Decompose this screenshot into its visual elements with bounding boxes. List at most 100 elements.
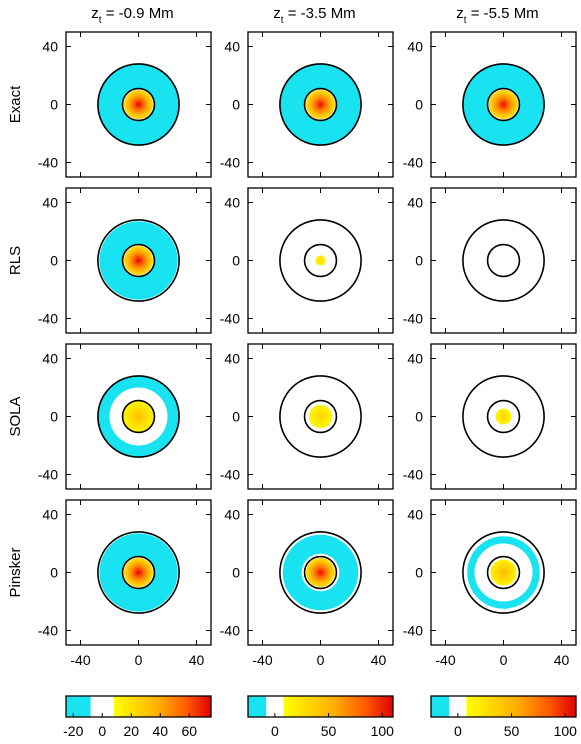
x-tick-label: 0 (500, 652, 508, 668)
panel-exact-1: 40 0 -40 (38, 31, 212, 178)
core-level-6 (318, 570, 323, 575)
y-tick-label: 40 (407, 507, 423, 523)
y-tick-label: 40 (42, 39, 58, 55)
core-level-6 (135, 413, 142, 420)
contour-1 (303, 243, 338, 278)
x-tick-label: -40 (435, 652, 455, 668)
panel-sola-2: 40 0 -40 (220, 343, 394, 490)
contour-2 (279, 375, 362, 458)
colorbar-1: -20 0 20 40 60 (63, 695, 212, 739)
y-tick-label: 40 (407, 195, 423, 211)
core-level-6 (501, 570, 506, 575)
y-tick-label: 40 (224, 351, 240, 367)
colorbar-zero (266, 696, 284, 717)
y-tick-label: -40 (38, 623, 58, 639)
row-label-rls: RLS (7, 246, 24, 275)
colorbar-tick-label: 60 (181, 723, 197, 739)
contour-2 (279, 63, 362, 146)
contour-1 (486, 243, 521, 278)
y-tick-label: 40 (407, 39, 423, 55)
y-tick-label: -40 (220, 155, 240, 171)
x-tick-label: 40 (371, 652, 387, 668)
colorbar-zero (90, 696, 114, 717)
contour-2 (279, 219, 362, 302)
y-tick-label: 40 (42, 507, 58, 523)
column-title-var: z (456, 5, 464, 22)
core-level-6 (502, 415, 505, 418)
panel-rls-1: 40 0 -40 (38, 187, 212, 334)
y-tick-label: 0 (232, 565, 240, 581)
column-title-sub: t (281, 15, 284, 26)
core-level-6 (136, 102, 141, 107)
colorbar-tick-label: 100 (371, 723, 395, 739)
contour-1 (303, 555, 338, 590)
column-title-1: zt = -0.9 Mm (91, 5, 173, 26)
y-tick-label: -40 (403, 467, 423, 483)
core-level-6 (319, 259, 322, 262)
y-tick-label: -40 (403, 155, 423, 171)
core-level-6 (136, 570, 141, 575)
y-tick-label: 0 (415, 253, 423, 269)
colorbar-tick-label: 40 (152, 723, 168, 739)
column-title-var: z (91, 5, 99, 22)
colorbar-tick-label: 0 (271, 723, 279, 739)
colorbar-negative (431, 696, 450, 717)
y-tick-label: -40 (220, 623, 240, 639)
contour-2 (462, 63, 545, 146)
colorbar-negative (66, 696, 91, 717)
y-tick-label: 0 (232, 97, 240, 113)
contour-1 (121, 399, 156, 434)
row-label-pinsker: Pinsker (7, 547, 24, 597)
y-tick-label: 40 (224, 39, 240, 55)
colorbar-tick-label: 20 (123, 723, 139, 739)
contour-2 (462, 219, 545, 302)
panel-pinsker-3: 40 0 -40 -40 0 40 (403, 499, 577, 668)
colorbar-frame (247, 695, 394, 718)
panel-pinsker-1: 40 0 -40 -40 0 40 (38, 499, 212, 668)
y-tick-label: -40 (38, 467, 58, 483)
column-title-rest: = -5.5 Mm (467, 5, 539, 22)
y-tick-label: 0 (232, 253, 240, 269)
y-tick-label: 40 (407, 351, 423, 367)
y-tick-label: 0 (415, 409, 423, 425)
colorbar-tick-label: 0 (454, 723, 462, 739)
contour-2 (97, 375, 180, 458)
column-title-sub: t (99, 15, 102, 26)
y-tick-label: 40 (224, 507, 240, 523)
y-tick-label: -40 (220, 311, 240, 327)
contour-2 (279, 531, 362, 614)
y-tick-label: 40 (224, 195, 240, 211)
row-label-sola: SOLA (7, 396, 24, 436)
x-tick-label: 40 (554, 652, 570, 668)
x-tick-label: 0 (317, 652, 325, 668)
colorbar-tick-label: 100 (554, 723, 578, 739)
y-tick-label: -40 (38, 311, 58, 327)
core-level-6 (318, 414, 323, 419)
colorbar-frame (430, 695, 577, 718)
x-tick-label: 40 (189, 652, 205, 668)
x-tick-label: -40 (70, 652, 90, 668)
panel-sola-3: 40 0 -40 (403, 343, 577, 490)
colorbar-2: 0 50 100 (247, 695, 395, 739)
core-level-6 (318, 102, 323, 107)
y-tick-label: -40 (403, 623, 423, 639)
contour-1 (486, 555, 521, 590)
row-label-exact: Exact (7, 85, 24, 123)
y-tick-label: -40 (38, 155, 58, 171)
column-title-rest: = -0.9 Mm (102, 5, 174, 22)
colorbar-negative (248, 696, 267, 717)
contour-2 (462, 531, 545, 614)
contour-2 (97, 219, 180, 302)
colorbar-positive (466, 696, 576, 717)
colorbar-positive (113, 696, 211, 717)
y-tick-label: 0 (50, 409, 58, 425)
colorbar-tick-label: 0 (98, 723, 106, 739)
y-tick-label: 40 (42, 351, 58, 367)
contour-1 (303, 399, 338, 434)
y-tick-label: 0 (232, 409, 240, 425)
y-tick-label: -40 (220, 467, 240, 483)
column-title-3: zt = -5.5 Mm (456, 5, 538, 26)
panel-rls-2: 40 0 -40 (220, 187, 394, 334)
contour-1 (121, 87, 156, 122)
panel-pinsker-2: 40 0 -40 -40 0 40 (220, 499, 394, 668)
